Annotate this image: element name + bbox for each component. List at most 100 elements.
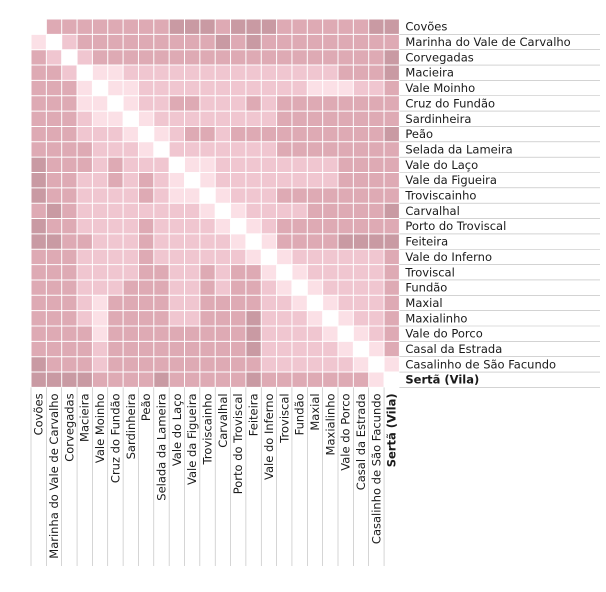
heatmap-cell — [153, 172, 170, 188]
heatmap-cell — [77, 372, 93, 388]
heatmap-cell — [322, 34, 338, 50]
heatmap-cell — [230, 172, 246, 188]
heatmap-cell — [169, 233, 185, 250]
heatmap-cell — [61, 111, 78, 127]
heatmap-cell — [230, 326, 246, 342]
column-label: Carvalhal — [216, 393, 230, 447]
heatmap-cell — [276, 341, 292, 357]
heatmap-cell — [169, 111, 185, 127]
heatmap-cell — [322, 279, 338, 296]
heatmap-cell — [77, 65, 93, 81]
heatmap-cell — [123, 126, 139, 142]
heatmap-cell — [169, 295, 185, 311]
heatmap-cell — [107, 279, 124, 296]
heatmap-cell — [169, 264, 185, 280]
heatmap-cell — [199, 341, 216, 357]
heatmap-cell — [184, 326, 200, 342]
heatmap-cell — [245, 356, 262, 373]
heatmap-cell — [338, 279, 354, 296]
heatmap-cell — [276, 19, 292, 35]
heatmap-cell — [307, 233, 323, 250]
heatmap-cell — [368, 157, 385, 173]
heatmap-cell — [276, 218, 292, 234]
heatmap-cell — [153, 95, 170, 112]
heatmap-cell — [245, 172, 262, 188]
heatmap-cell — [92, 310, 108, 326]
heatmap-cell — [92, 126, 108, 142]
heatmap-cell — [199, 326, 216, 342]
heatmap-cell — [169, 49, 185, 66]
heatmap-cell — [276, 372, 292, 388]
heatmap-cell — [31, 172, 47, 188]
heatmap-cell — [322, 218, 338, 234]
heatmap-cell — [107, 356, 124, 373]
heatmap-cell — [77, 157, 93, 173]
heatmap-cell — [368, 310, 385, 326]
heatmap-cell — [61, 80, 78, 96]
heatmap-cell — [138, 95, 154, 112]
row-label: Vale do Inferno — [405, 250, 492, 264]
heatmap-cell — [138, 295, 154, 311]
heatmap-cell — [384, 233, 400, 250]
heatmap-cell — [338, 187, 354, 204]
heatmap-cell — [215, 356, 231, 373]
heatmap-cell — [31, 218, 47, 234]
heatmap-cell — [307, 80, 323, 96]
heatmap-cell — [384, 141, 400, 158]
heatmap-cell — [291, 157, 308, 173]
heatmap-cell — [230, 126, 246, 142]
heatmap-cell — [384, 218, 400, 234]
row-label: Marinha do Vale de Carvalho — [405, 35, 570, 49]
column-label: Selada da Lameira — [154, 393, 168, 500]
heatmap-cell — [245, 341, 262, 357]
heatmap-cell — [92, 203, 108, 219]
heatmap-cell — [338, 126, 354, 142]
heatmap-cell — [261, 172, 277, 188]
heatmap-cell — [353, 249, 369, 265]
heatmap-cell — [123, 111, 139, 127]
heatmap-cell — [368, 341, 385, 357]
heatmap-cell — [245, 65, 262, 81]
heatmap-cell — [169, 80, 185, 96]
row-label: Casal da Estrada — [405, 342, 502, 356]
heatmap-cell — [291, 80, 308, 96]
heatmap-cell — [61, 141, 78, 158]
row-label: Carvalhal — [405, 204, 459, 218]
heatmap-cell — [123, 295, 139, 311]
heatmap-cell — [368, 233, 385, 250]
heatmap-cell — [368, 249, 385, 265]
heatmap-cell — [107, 111, 124, 127]
heatmap-cell — [261, 356, 277, 373]
heatmap-cell — [61, 126, 78, 142]
heatmap-cell — [31, 233, 47, 250]
heatmap-cell — [169, 19, 185, 35]
heatmap-cell — [291, 218, 308, 234]
heatmap-cell — [215, 249, 231, 265]
heatmap-cell — [92, 295, 108, 311]
heatmap-cell — [184, 233, 200, 250]
heatmap-cell — [199, 203, 216, 219]
heatmap-cell — [184, 111, 200, 127]
heatmap-cell — [61, 19, 78, 35]
heatmap-cell — [230, 279, 246, 296]
heatmap-cell — [276, 141, 292, 158]
row-label: Vale da Figueira — [405, 173, 497, 187]
heatmap-cell — [184, 141, 200, 158]
heatmap-cell — [77, 218, 93, 234]
heatmap-cell — [107, 65, 124, 81]
heatmap-cell — [92, 172, 108, 188]
heatmap-cell — [169, 279, 185, 296]
heatmap-cell — [291, 372, 308, 388]
heatmap-cell — [153, 157, 170, 173]
heatmap-cell — [46, 233, 62, 250]
heatmap-cell — [261, 80, 277, 96]
row-label: Troviscal — [404, 265, 454, 279]
heatmap-cell — [230, 80, 246, 96]
heatmap-cell — [92, 233, 108, 250]
heatmap-cell — [384, 172, 400, 188]
heatmap-cell — [138, 341, 154, 357]
heatmap-cell — [92, 372, 108, 388]
heatmap-cell — [77, 95, 93, 112]
heatmap-cell — [61, 34, 78, 50]
heatmap-cell — [368, 372, 385, 388]
